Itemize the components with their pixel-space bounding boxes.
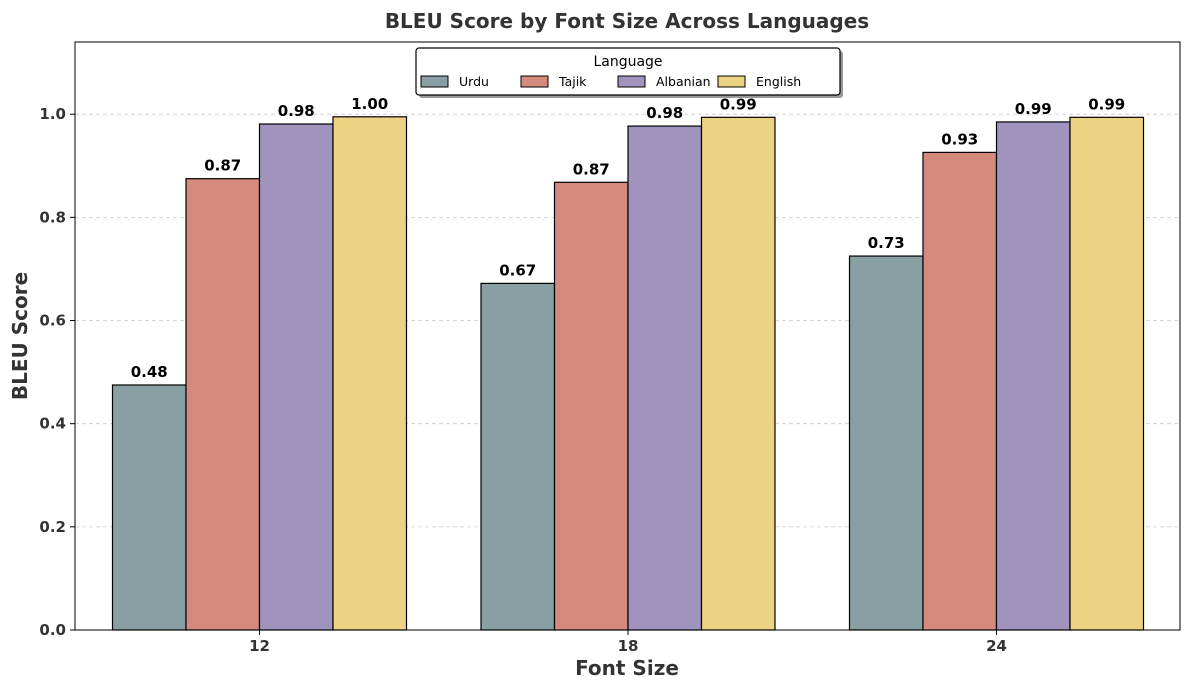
bar-urdu-12 [111,384,187,631]
bar-albanian-12 [258,123,334,631]
value-label: 0.99 [720,95,757,113]
x-tick-label: 18 [618,637,639,655]
x-tick-label: 12 [249,637,270,655]
legend-swatch-albanian [617,75,646,88]
bar-albanian-18 [627,125,703,631]
bar-tajik-24 [922,151,998,631]
legend: Language Urdu Tajik Albanian English [415,47,843,98]
value-label: 0.87 [204,157,241,175]
legend-swatch-urdu [420,75,449,88]
value-label: 0.73 [868,234,905,252]
value-label: 0.48 [131,363,168,381]
y-tick-label: 0.4 [39,415,66,433]
y-tick-label: 0.2 [39,518,66,536]
value-labels: 0.48 0.87 0.98 1.00 0.67 0.87 0.98 0.99 0.73 0.93… [131,95,1126,381]
value-label: 0.98 [646,104,683,122]
y-axis-label: BLEU Score [8,272,32,400]
bar-urdu-18 [480,282,556,631]
bar-tajik-12 [185,178,261,631]
legend-title: Language [593,54,662,70]
legend-swatch-tajik [520,75,549,88]
chart-title: BLEU Score by Font Size Across Languages [385,9,869,33]
legend-swatch-english [717,75,746,88]
x-axis-label: Font Size [575,656,679,680]
value-label: 1.00 [351,95,388,113]
x-tick-label: 24 [986,637,1007,655]
value-label: 0.87 [573,160,610,178]
bar-urdu-24 [848,255,924,631]
y-tick-label: 0.8 [39,208,66,226]
value-label: 0.98 [278,102,315,120]
y-tick-label: 0.6 [39,312,66,330]
value-label: 0.93 [941,130,978,148]
bar-albanian-24 [995,121,1071,631]
y-tick-label: 1.0 [39,105,66,123]
y-tick-label: 0.0 [39,621,66,639]
legend-label-tajik: Tajik [558,74,587,89]
legend-label-albanian: Albanian [656,74,711,89]
value-label: 0.67 [499,261,536,279]
value-label: 0.99 [1015,100,1052,118]
y-axis-ticks: 0.0 0.2 0.4 0.6 0.8 1.0 [39,105,75,639]
value-label: 0.99 [1088,95,1125,113]
x-axis-ticks: 12 18 24 [249,630,1007,655]
bar-english-24 [1069,116,1145,631]
bars [111,116,1145,631]
bar-english-12 [332,116,408,631]
legend-label-english: English [756,74,801,89]
bar-tajik-18 [553,181,629,631]
legend-label-urdu: Urdu [459,74,489,89]
bar-english-18 [700,116,776,631]
